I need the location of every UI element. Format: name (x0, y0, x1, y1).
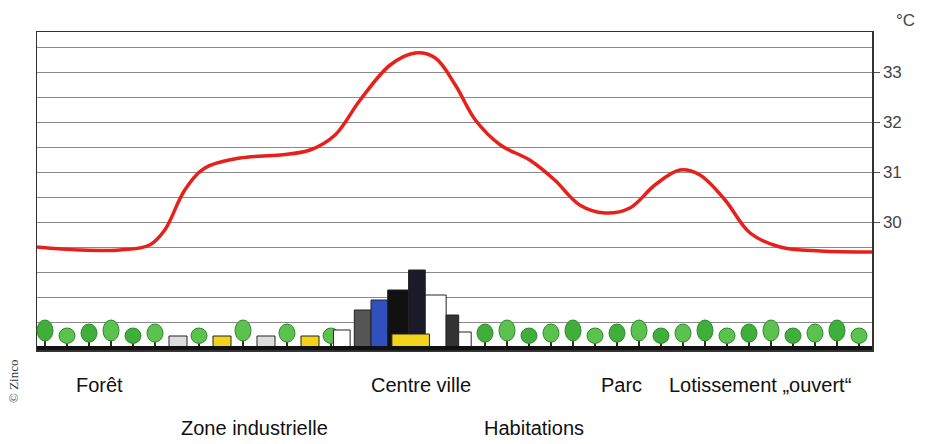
svg-text:Parc: Parc (601, 374, 642, 396)
svg-text:31: 31 (883, 163, 902, 182)
svg-text:© Zinco: © Zinco (6, 360, 21, 403)
svg-text:30: 30 (883, 213, 902, 232)
svg-text:°C: °C (896, 11, 915, 30)
svg-text:Forêt: Forêt (76, 374, 123, 396)
svg-text:33: 33 (883, 63, 902, 82)
svg-text:Centre ville: Centre ville (371, 374, 471, 396)
svg-text:32: 32 (883, 113, 902, 132)
svg-text:Zone industrielle: Zone industrielle (181, 417, 328, 439)
svg-text:Lotissement „ouvert“: Lotissement „ouvert“ (669, 374, 851, 396)
svg-text:Habitations: Habitations (484, 417, 584, 439)
